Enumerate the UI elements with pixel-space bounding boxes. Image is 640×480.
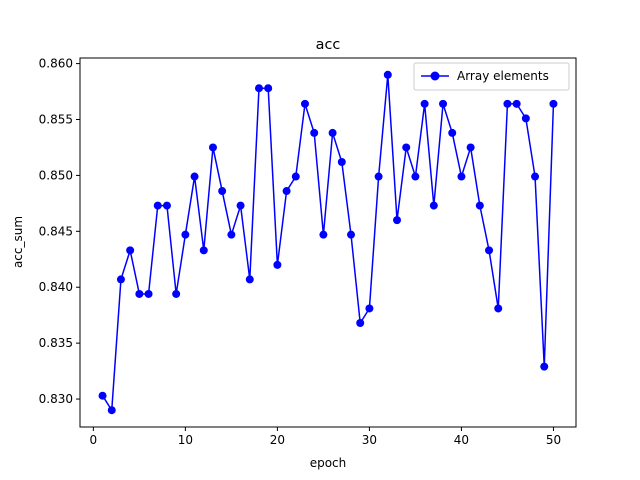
- data-point: [337, 157, 346, 166]
- x-tick-label: 10: [178, 433, 193, 447]
- data-point: [116, 275, 125, 284]
- data-point: [328, 128, 337, 137]
- y-tick-label: 0.855: [39, 113, 73, 127]
- data-point: [457, 172, 466, 181]
- legend-box: [413, 62, 570, 91]
- data-point: [300, 99, 309, 108]
- legend-marker: [430, 71, 440, 81]
- data-point: [208, 143, 217, 152]
- legend-label: Array elements: [457, 69, 549, 83]
- data-point: [282, 187, 291, 196]
- data-point: [181, 230, 190, 239]
- data-point: [135, 289, 144, 298]
- data-point: [218, 187, 227, 196]
- x-tick-label: 30: [362, 433, 377, 447]
- data-point: [383, 70, 392, 79]
- data-point: [356, 319, 365, 328]
- x-axis: 0 10 20 30 40 50: [90, 427, 561, 447]
- data-point: [347, 230, 356, 239]
- x-tick-label: 50: [546, 433, 561, 447]
- x-tick-label: 20: [270, 433, 285, 447]
- series-line: [101, 74, 555, 411]
- y-axis-label: acc_sum: [11, 216, 25, 268]
- data-point: [531, 172, 540, 181]
- data-point: [512, 99, 521, 108]
- data-point: [411, 172, 420, 181]
- data-point: [236, 201, 245, 210]
- y-tick-label: 0.845: [39, 224, 73, 238]
- data-point: [448, 128, 457, 137]
- x-tick-label: 40: [454, 433, 469, 447]
- chart-title: acc: [316, 37, 341, 53]
- data-point: [245, 275, 254, 284]
- data-point: [98, 391, 107, 400]
- data-point: [310, 128, 319, 137]
- plot-frame: [79, 57, 577, 428]
- data-point: [107, 406, 116, 415]
- data-point: [374, 172, 383, 181]
- y-tick-label: 0.840: [39, 280, 73, 294]
- data-point: [153, 201, 162, 210]
- data-point: [291, 172, 300, 181]
- data-point: [439, 99, 448, 108]
- data-point: [190, 172, 199, 181]
- y-tick-label: 0.830: [39, 392, 73, 406]
- y-tick-label: 0.835: [39, 336, 73, 350]
- legend: Array elements: [413, 62, 570, 91]
- data-point: [475, 201, 484, 210]
- data-point: [162, 201, 171, 210]
- y-tick-label: 0.850: [39, 168, 73, 182]
- data-point: [429, 201, 438, 210]
- data-point: [494, 304, 503, 313]
- data-point: [254, 84, 263, 93]
- data-point: [540, 362, 549, 371]
- data-point: [227, 230, 236, 239]
- data-point: [319, 230, 328, 239]
- data-point: [264, 84, 273, 93]
- data-point: [126, 246, 135, 255]
- y-tick-label: 0.860: [39, 57, 73, 71]
- data-point: [273, 260, 282, 269]
- x-tick-label: 0: [90, 433, 98, 447]
- y-axis: 0.830 0.835 0.840 0.845 0.850 0.855 0.860: [39, 57, 80, 406]
- data-point: [199, 246, 208, 255]
- data-point: [485, 246, 494, 255]
- data-point: [144, 289, 153, 298]
- data-point: [521, 114, 530, 123]
- plot-area: [98, 70, 558, 415]
- data-point: [172, 289, 181, 298]
- data-point: [503, 99, 512, 108]
- data-point: [549, 99, 558, 108]
- x-axis-label: epoch: [310, 456, 347, 470]
- data-point: [393, 216, 402, 225]
- data-point: [466, 143, 475, 152]
- data-point: [420, 99, 429, 108]
- data-point: [365, 304, 374, 313]
- data-point: [402, 143, 411, 152]
